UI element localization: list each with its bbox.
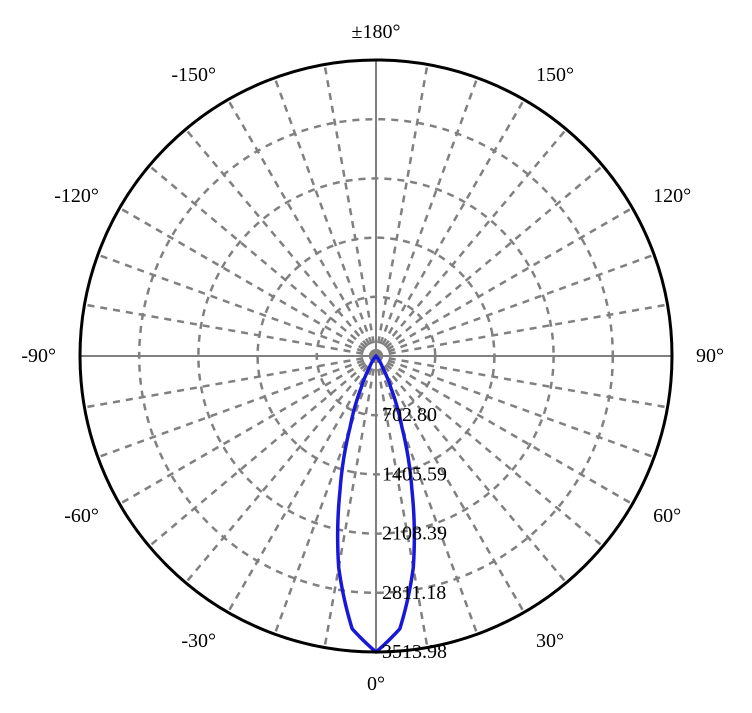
radial-label: 1405.59	[382, 463, 447, 485]
angle-label: 120°	[653, 185, 691, 207]
angle-label: 0°	[367, 673, 385, 695]
angle-label: -120°	[54, 185, 99, 207]
angle-label: -60°	[64, 505, 99, 527]
angle-label: 60°	[653, 505, 681, 527]
angle-label: 30°	[536, 630, 564, 652]
radial-label: 702.80	[382, 404, 437, 426]
angle-label: 150°	[536, 64, 574, 86]
angle-label: -30°	[181, 630, 216, 652]
radial-label: 2811.18	[382, 582, 446, 604]
radial-label: 2108.39	[382, 523, 447, 545]
polar-chart: 702.80 1405.59 2108.39 2811.18 3513.98 0° 30° 6…	[0, 0, 752, 713]
angle-label: -150°	[171, 64, 216, 86]
angle-label: -90°	[21, 345, 56, 367]
angle-label: ±180°	[352, 21, 401, 43]
radial-label: 3513.98	[382, 641, 447, 663]
angle-label: 90°	[696, 345, 724, 367]
